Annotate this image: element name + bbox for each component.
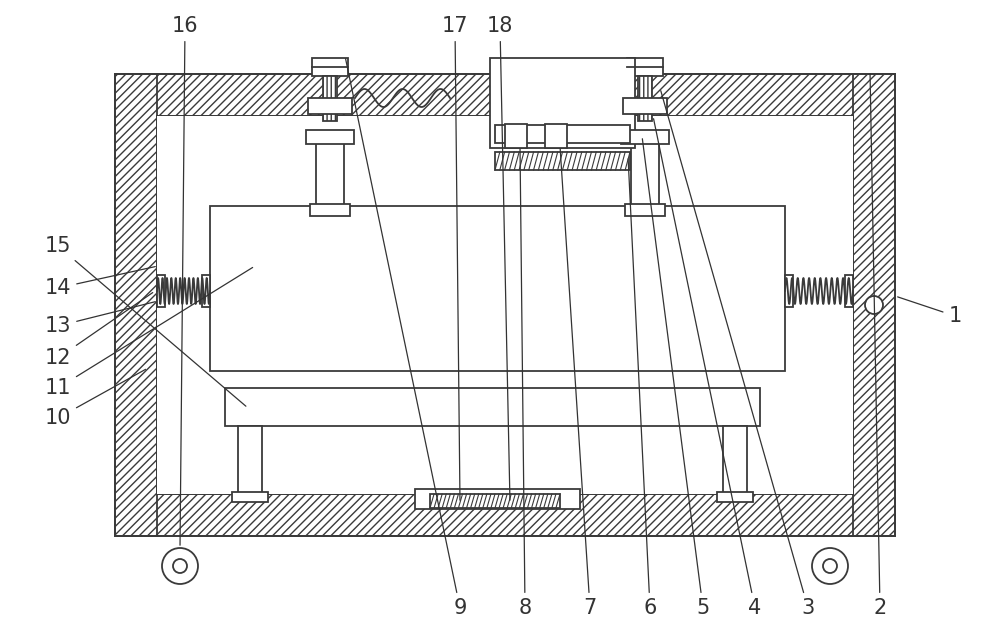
- Bar: [308, 98, 352, 114]
- Bar: [430, 494, 560, 508]
- Bar: [415, 489, 580, 509]
- Circle shape: [812, 548, 848, 584]
- Text: 18: 18: [487, 16, 513, 501]
- Bar: [723, 426, 747, 494]
- Text: 15: 15: [45, 236, 246, 406]
- Bar: [238, 426, 262, 494]
- Text: 10: 10: [45, 370, 146, 428]
- Bar: [323, 76, 337, 121]
- Text: 4: 4: [654, 119, 762, 618]
- Bar: [210, 206, 785, 371]
- Bar: [310, 204, 350, 216]
- Text: 3: 3: [661, 91, 815, 618]
- Bar: [312, 58, 348, 76]
- Text: 14: 14: [45, 266, 155, 298]
- Text: 6: 6: [628, 159, 657, 618]
- Bar: [717, 492, 753, 502]
- Circle shape: [865, 296, 883, 314]
- Bar: [785, 275, 793, 307]
- Bar: [495, 152, 630, 170]
- Text: 5: 5: [642, 139, 710, 618]
- Bar: [621, 130, 669, 144]
- Bar: [638, 76, 652, 121]
- Bar: [623, 98, 667, 114]
- Text: 16: 16: [172, 16, 198, 545]
- Text: 9: 9: [346, 59, 467, 618]
- Text: 13: 13: [45, 301, 155, 336]
- Bar: [115, 74, 895, 116]
- Bar: [627, 58, 663, 76]
- Circle shape: [173, 559, 187, 573]
- Text: 11: 11: [45, 268, 253, 398]
- Bar: [232, 492, 268, 502]
- Bar: [306, 130, 354, 144]
- Bar: [853, 74, 895, 536]
- Bar: [202, 275, 210, 307]
- Text: 2: 2: [870, 74, 887, 618]
- Bar: [157, 116, 853, 494]
- Bar: [157, 275, 165, 307]
- Bar: [225, 388, 760, 426]
- Bar: [545, 124, 567, 148]
- Bar: [115, 494, 895, 536]
- Text: 8: 8: [518, 149, 532, 618]
- Bar: [495, 125, 630, 143]
- Bar: [316, 139, 344, 206]
- Bar: [625, 204, 665, 216]
- Bar: [631, 139, 659, 206]
- Circle shape: [823, 559, 837, 573]
- Text: 7: 7: [560, 149, 597, 618]
- Text: 12: 12: [45, 293, 153, 368]
- Text: 1: 1: [898, 297, 962, 326]
- Bar: [505, 124, 527, 148]
- Text: 17: 17: [442, 16, 468, 501]
- Bar: [845, 275, 853, 307]
- Bar: [490, 58, 635, 148]
- Bar: [115, 74, 157, 536]
- Circle shape: [162, 548, 198, 584]
